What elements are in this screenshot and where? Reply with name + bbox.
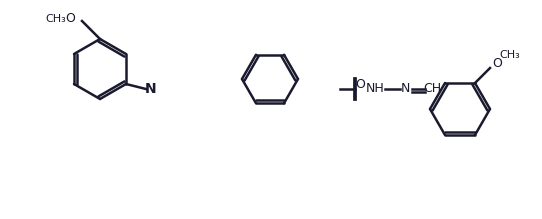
- Text: CH: CH: [423, 83, 441, 95]
- Text: N: N: [401, 83, 410, 95]
- Text: O: O: [65, 12, 75, 25]
- Text: N: N: [145, 82, 157, 96]
- Text: CH₃: CH₃: [46, 14, 66, 24]
- Text: CH₃: CH₃: [500, 50, 520, 60]
- Text: O: O: [492, 57, 502, 69]
- Text: NH: NH: [366, 83, 384, 95]
- Text: O: O: [355, 78, 365, 90]
